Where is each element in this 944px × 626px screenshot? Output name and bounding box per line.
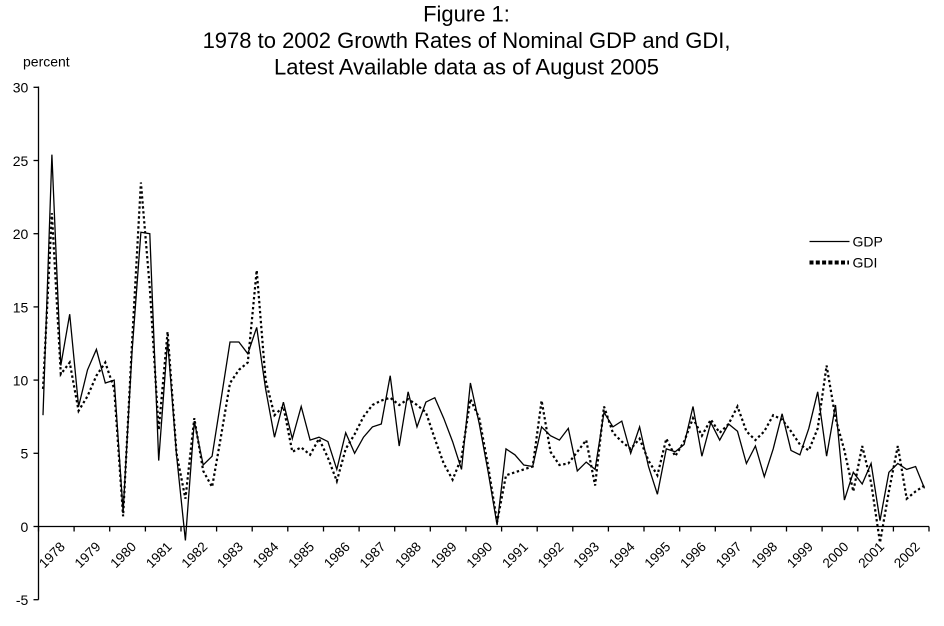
- svg-text:25: 25: [13, 153, 29, 169]
- svg-text:GDP: GDP: [853, 234, 883, 250]
- svg-text:20: 20: [13, 226, 29, 242]
- svg-text:Figure 1:: Figure 1:: [423, 2, 510, 27]
- svg-text:percent: percent: [23, 54, 70, 70]
- svg-text:GDI: GDI: [853, 255, 878, 271]
- svg-text:Latest Available data as of Au: Latest Available data as of August 2005: [274, 55, 659, 80]
- svg-text:-5: -5: [16, 592, 29, 608]
- svg-text:10: 10: [13, 373, 29, 389]
- svg-text:30: 30: [13, 80, 29, 96]
- svg-text:1978 to 2002 Growth Rates of N: 1978 to 2002 Growth Rates of Nominal GDP…: [203, 28, 731, 53]
- svg-text:15: 15: [13, 299, 29, 315]
- svg-text:5: 5: [21, 446, 29, 462]
- svg-text:0: 0: [21, 519, 29, 535]
